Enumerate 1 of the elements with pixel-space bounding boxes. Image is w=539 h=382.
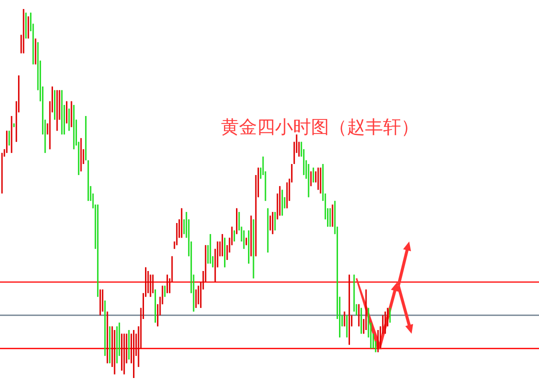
text: 黄金四小时图（赵丰轩）	[221, 117, 419, 138]
